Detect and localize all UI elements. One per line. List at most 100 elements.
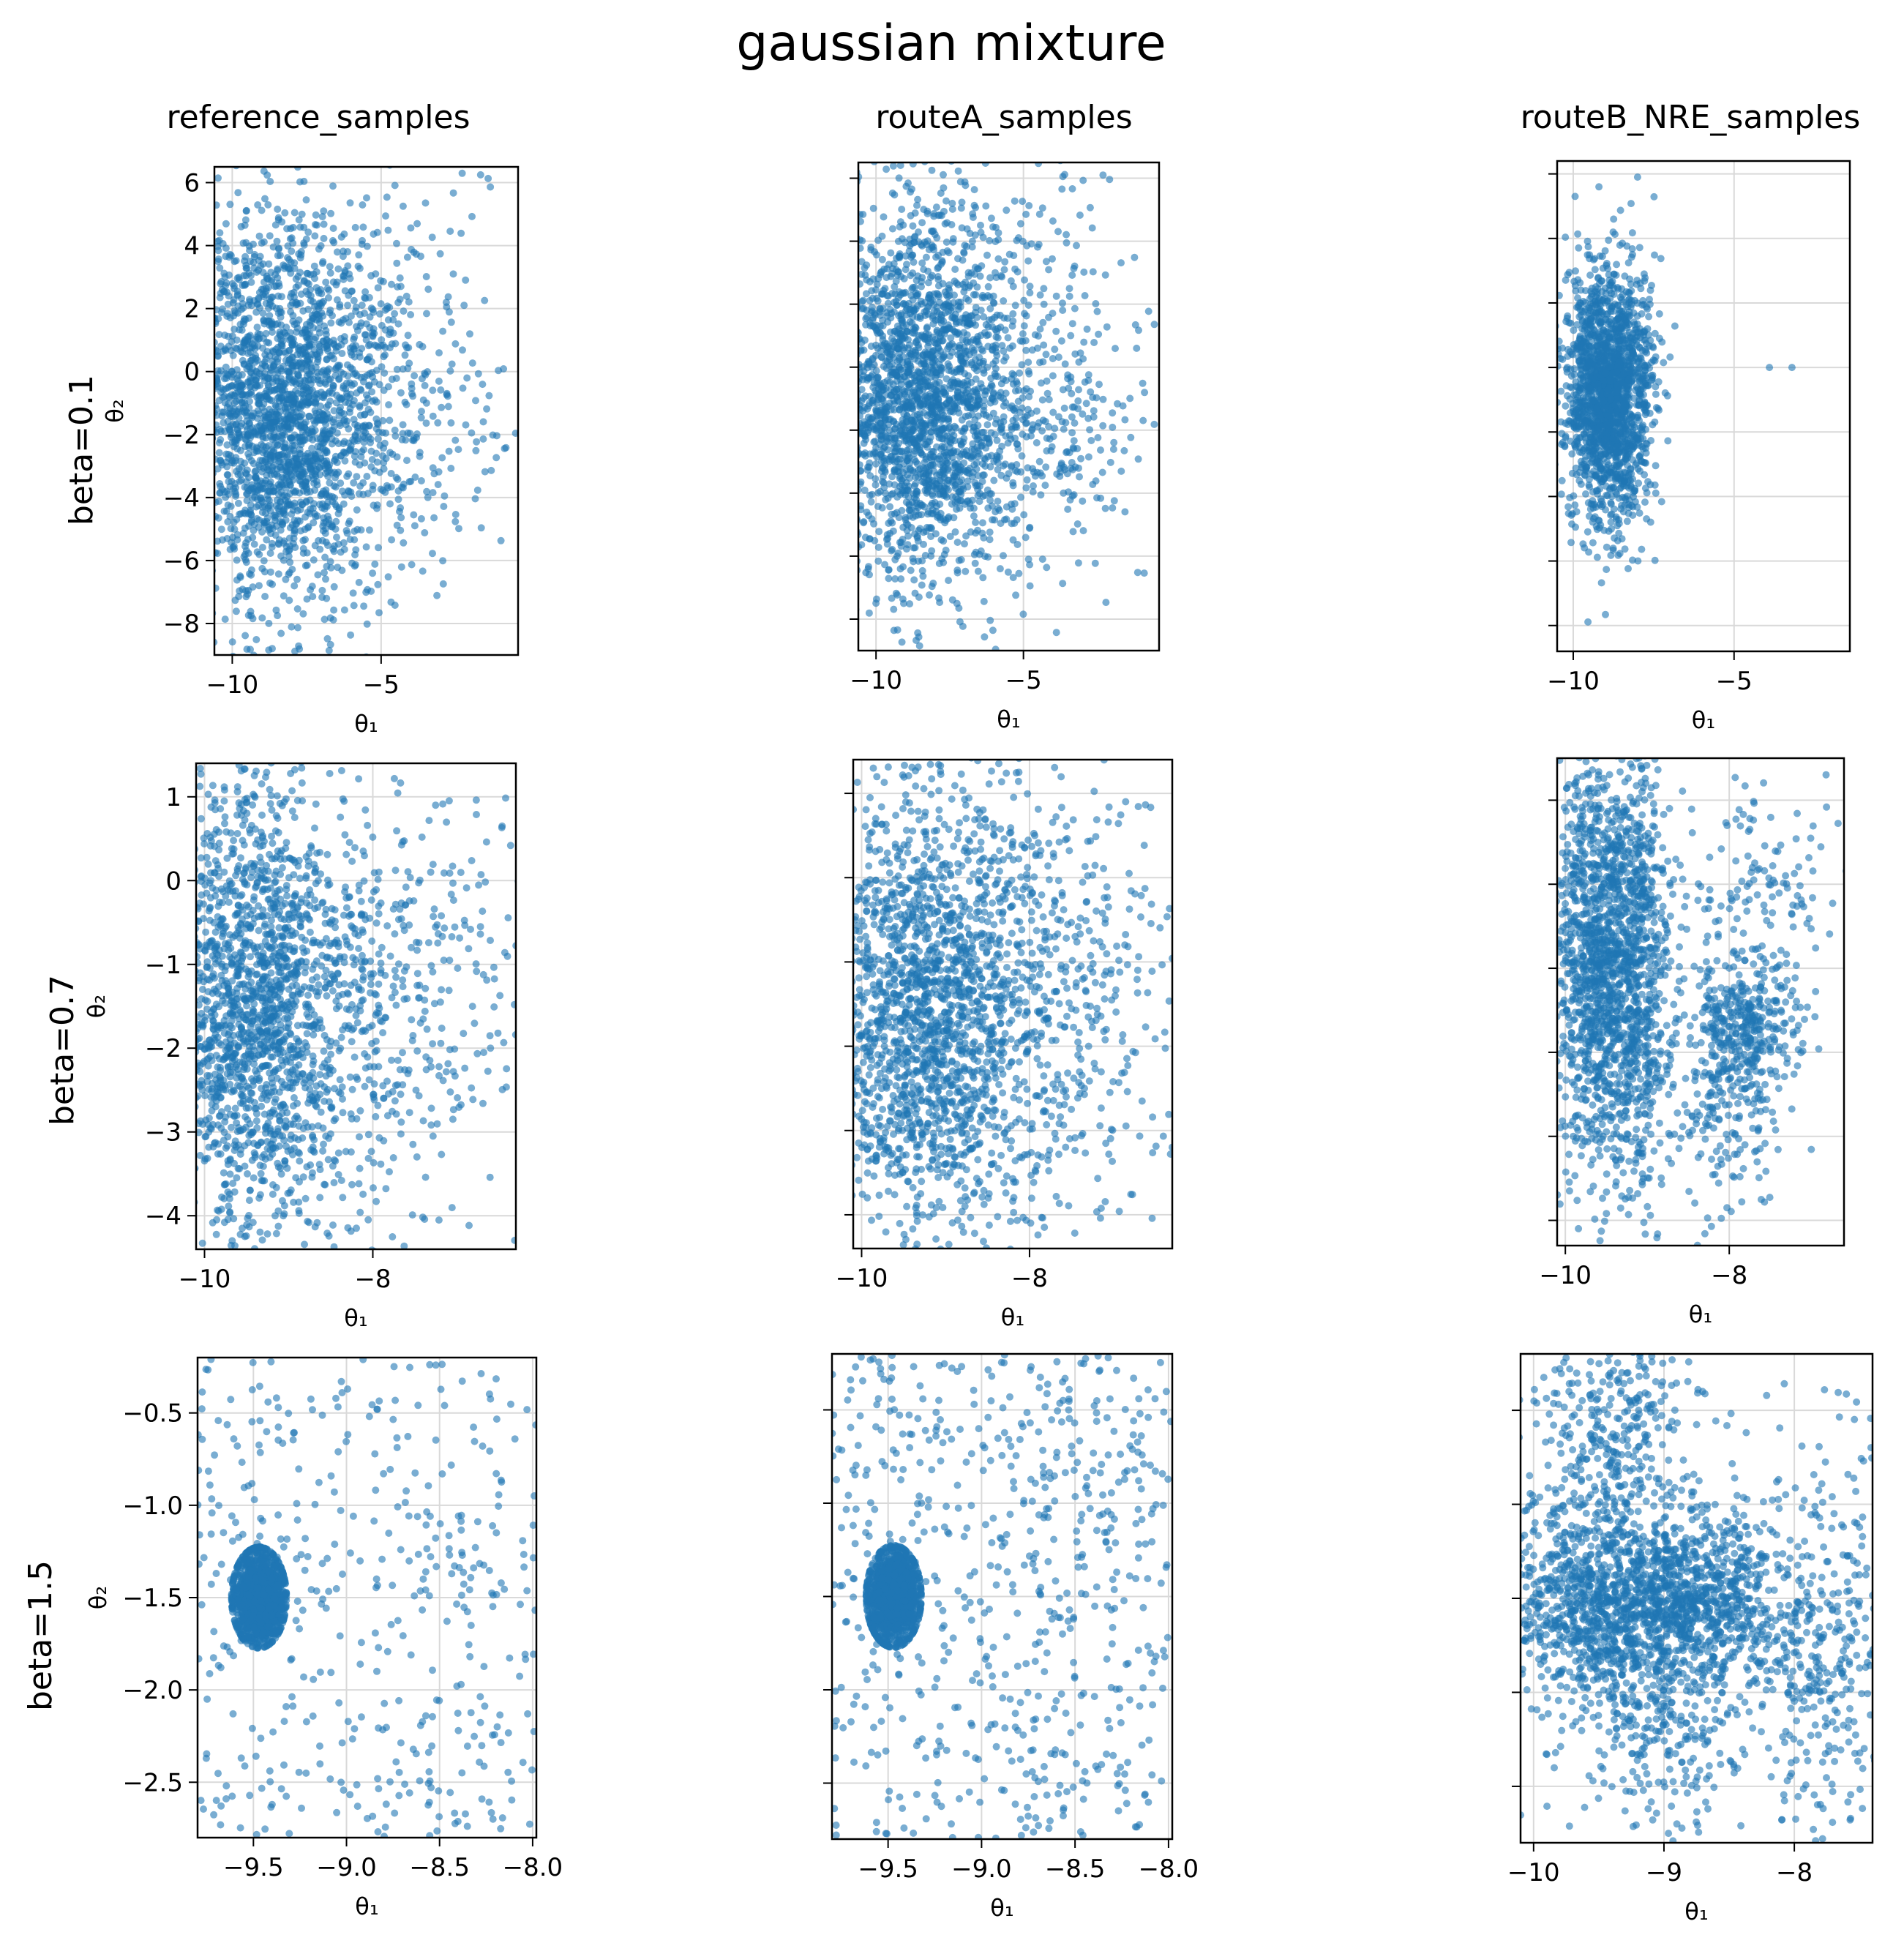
scatter-point [273, 496, 281, 504]
scatter-point [220, 386, 228, 394]
scatter-point [944, 360, 952, 368]
scatter-point [365, 526, 373, 534]
scatter-point [888, 547, 896, 555]
scatter-point [271, 401, 280, 409]
scatter-point [351, 420, 359, 428]
scatter-point [203, 630, 210, 637]
scatter-point [835, 528, 842, 535]
scatter-point [912, 324, 920, 332]
scatter-point [218, 285, 226, 293]
scatter-point [436, 250, 444, 258]
scatter-point [825, 321, 832, 328]
scatter-point [312, 400, 320, 408]
scatter-point [323, 285, 331, 293]
scatter-point [291, 209, 299, 217]
scatter-point [292, 299, 300, 306]
scatter-point [329, 182, 337, 190]
scatter-point [893, 457, 901, 465]
scatter-point [337, 334, 345, 342]
scatter-point [292, 420, 300, 428]
scatter-point [350, 602, 358, 610]
scatter-point [251, 488, 259, 496]
scatter-point [1041, 482, 1049, 490]
scatter-point [215, 439, 223, 447]
scatter-point [388, 280, 395, 288]
scatter-point [407, 224, 415, 232]
scatter-point [244, 362, 252, 370]
scatter-point [326, 558, 334, 566]
scatter-point [968, 237, 976, 245]
scatter-point [1070, 437, 1078, 445]
scatter-point [303, 269, 311, 277]
scatter-point [225, 409, 233, 417]
scatter-point [445, 447, 453, 455]
scatter-point [214, 383, 221, 391]
scatter-point [915, 642, 923, 650]
scatter-point [849, 416, 856, 423]
scatter-point [308, 444, 316, 452]
scatter-point [846, 514, 853, 522]
scatter-point [927, 428, 934, 436]
scatter-point [411, 522, 419, 530]
scatter-point [1068, 429, 1076, 437]
scatter-point [993, 351, 1001, 359]
row-label: beta=0.1 [63, 375, 100, 525]
scatter-point [911, 143, 918, 150]
scatter-point [1049, 372, 1057, 380]
scatter-point [929, 227, 937, 235]
scatter-point [429, 412, 437, 420]
scatter-point [233, 167, 240, 170]
scatter-point [359, 223, 367, 231]
scatter-point [961, 146, 968, 154]
scatter-point [911, 233, 919, 240]
scatter-point [962, 311, 970, 319]
scatter-point [484, 174, 492, 182]
scatter-point [844, 476, 852, 483]
scatter-point [206, 379, 213, 386]
scatter-point [311, 351, 319, 359]
scatter-point [1139, 416, 1147, 424]
scatter-point [1022, 346, 1030, 354]
scatter-point [203, 464, 211, 471]
scatter-point [278, 518, 286, 526]
scatter-point [820, 345, 827, 353]
scatter-point [327, 209, 335, 217]
scatter-point [1099, 395, 1107, 403]
scatter-point [472, 446, 480, 454]
scatter-point [228, 638, 236, 646]
scatter-point [858, 558, 861, 565]
column-title: reference_samples [167, 99, 471, 136]
scatter-point [841, 308, 848, 315]
scatter-point [323, 457, 331, 465]
scatter-point [373, 458, 381, 466]
scatter-point [844, 620, 851, 627]
scatter-point [858, 217, 864, 225]
scatter-point [388, 340, 396, 348]
scatter-point [795, 324, 803, 332]
scatter-point [1060, 425, 1068, 433]
scatter-point [376, 310, 383, 318]
scatter-point [429, 464, 437, 472]
scatter-point [474, 370, 482, 378]
scatter-point [379, 416, 387, 424]
scatter-point [230, 325, 239, 333]
scatter-point [389, 450, 397, 458]
scatter-point [190, 463, 197, 470]
scatter-point [302, 351, 310, 359]
scatter-point [952, 424, 960, 432]
scatter-point [367, 272, 375, 280]
scatter-point [933, 502, 940, 510]
scatter-point [304, 523, 312, 531]
scatter-point [200, 342, 208, 349]
scatter-point [1133, 569, 1142, 577]
scatter-point [369, 305, 377, 313]
scatter-point [874, 236, 882, 244]
scatter-point [254, 407, 262, 415]
scatter-point [200, 373, 208, 380]
scatter-point [255, 482, 263, 490]
scatter-point [245, 404, 253, 412]
scatter-point [808, 339, 815, 346]
scatter-point [817, 399, 824, 406]
scatter-point [233, 375, 241, 383]
scatter-point [994, 324, 1002, 332]
